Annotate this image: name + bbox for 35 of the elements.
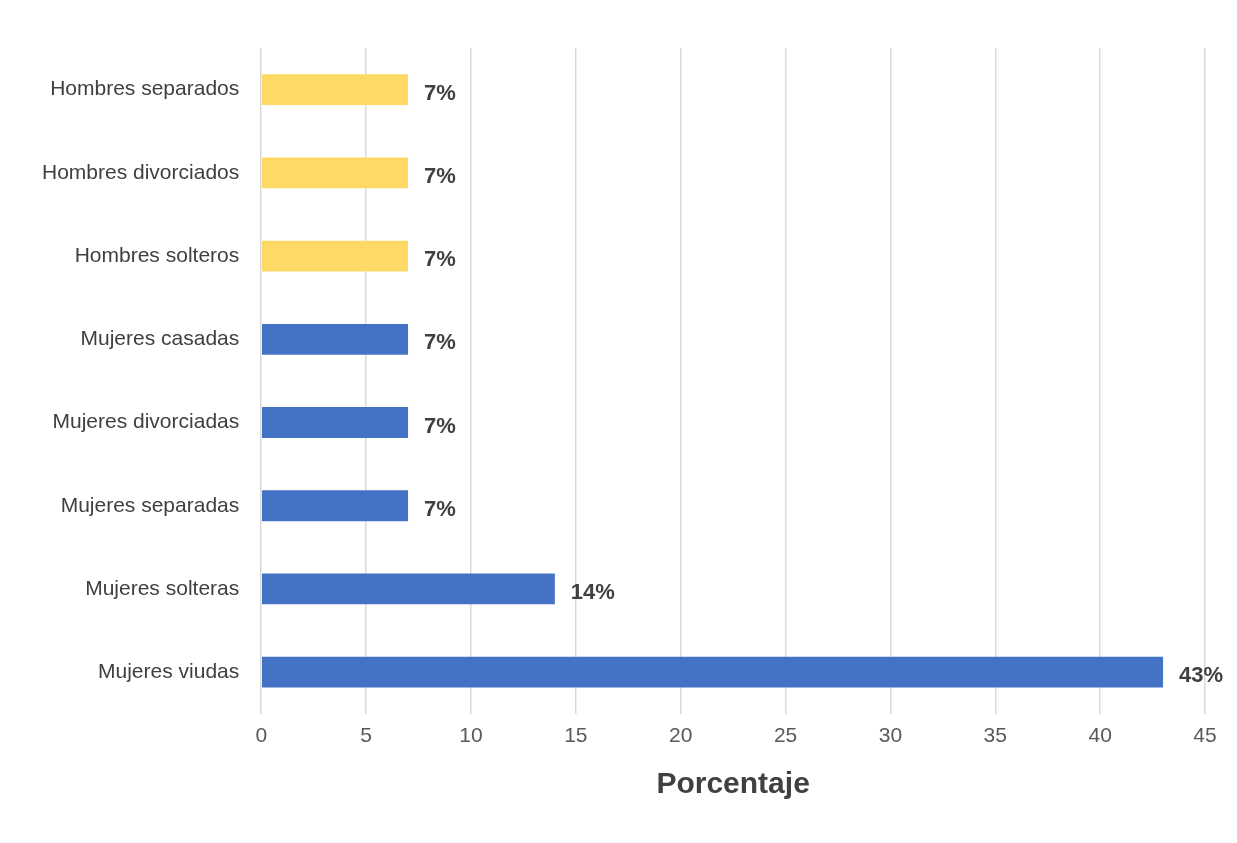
- bar: [261, 407, 409, 438]
- bar: [261, 490, 409, 522]
- data-label: 7%: [424, 79, 456, 105]
- x-tick-label: 25: [773, 723, 798, 747]
- x-tick-label: 10: [459, 723, 483, 747]
- y-tick-label: Hombres separados: [50, 76, 240, 100]
- x-tick-label: 35: [983, 723, 1007, 747]
- x-tick-label: 0: [255, 723, 268, 747]
- data-label: 7%: [424, 495, 456, 521]
- data-label: 7%: [424, 412, 456, 438]
- x-tick-label: 40: [1088, 723, 1112, 747]
- bar: [261, 74, 409, 106]
- x-tick-label: 15: [564, 723, 588, 747]
- x-tick-label: 45: [1193, 723, 1217, 747]
- bar: [261, 157, 409, 189]
- bar: [261, 240, 409, 272]
- data-label: 7%: [424, 329, 456, 355]
- bar: [261, 573, 555, 605]
- data-label: 43%: [1179, 662, 1224, 688]
- bar: [261, 656, 1164, 688]
- x-tick-label: 30: [878, 723, 903, 747]
- y-tick-label: Mujeres casadas: [80, 326, 240, 350]
- data-label: 7%: [424, 246, 456, 272]
- x-tick-label: 20: [669, 723, 693, 747]
- y-tick-label: Hombres solteros: [74, 242, 240, 266]
- x-axis-title: Porcentaje: [656, 766, 810, 800]
- data-label: 14%: [570, 579, 615, 605]
- y-tick-label: Mujeres viudas: [98, 658, 240, 682]
- x-tick-label: 5: [360, 723, 372, 747]
- bar: [261, 323, 409, 355]
- y-tick-label: Mujeres divorciadas: [52, 409, 240, 433]
- y-tick-label: Mujeres separadas: [60, 492, 240, 516]
- data-label: 7%: [424, 162, 456, 188]
- y-tick-label: Hombres divorciados: [41, 159, 240, 183]
- y-tick-label: Mujeres solteras: [85, 575, 240, 599]
